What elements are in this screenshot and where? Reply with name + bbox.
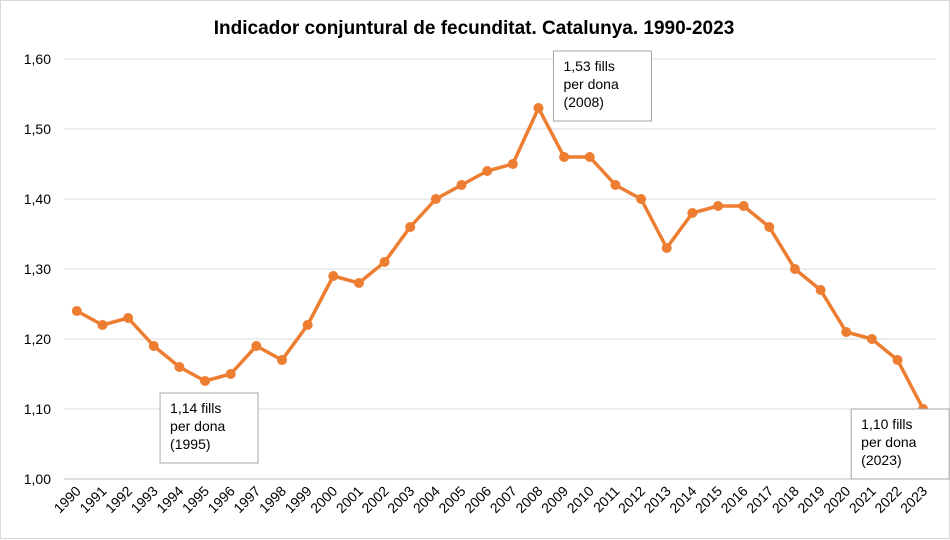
- x-tick-label: 2003: [384, 483, 417, 516]
- annotation-text: (2023): [861, 452, 901, 468]
- y-tick-label: 1,50: [24, 121, 51, 137]
- x-tick-label: 2004: [410, 483, 443, 516]
- data-point: [302, 320, 313, 330]
- data-point: [123, 313, 134, 323]
- annotation-box: [552, 50, 652, 122]
- data-point: [405, 222, 416, 232]
- annotation-box: [159, 392, 259, 464]
- x-tick-label: 1994: [153, 483, 186, 516]
- data-point: [610, 180, 621, 190]
- x-tick-label: 2010: [564, 483, 597, 516]
- y-tick-label: 1,20: [24, 331, 51, 347]
- x-tick-label: 2014: [666, 483, 699, 516]
- data-point: [584, 152, 595, 162]
- x-tick-label: 1997: [230, 483, 263, 516]
- data-point: [430, 194, 441, 204]
- chart-title: Indicador conjuntural de fecunditat. Cat…: [214, 18, 735, 39]
- data-point: [764, 222, 775, 232]
- y-tick-label: 1,60: [24, 51, 51, 67]
- data-point: [687, 208, 698, 218]
- x-tick-label: 1993: [128, 483, 161, 516]
- data-point: [225, 369, 236, 379]
- data-point: [738, 201, 749, 211]
- data-point: [328, 271, 339, 281]
- data-point: [482, 166, 493, 176]
- x-tick-label: 2000: [307, 483, 340, 516]
- annotation-text: 1,10 fills: [861, 416, 912, 432]
- annotation-box: [850, 408, 950, 480]
- x-tick-label: 2002: [358, 483, 391, 516]
- annotation-text: 1,53 fills: [563, 58, 614, 74]
- data-point: [148, 341, 159, 351]
- x-tick-label: 1999: [281, 483, 314, 516]
- y-tick-label: 1,10: [24, 401, 51, 417]
- data-point: [174, 362, 185, 372]
- x-tick-label: 2015: [692, 483, 725, 516]
- data-point: [200, 376, 211, 386]
- y-tick-label: 1,30: [24, 261, 51, 277]
- annotation-text: per dona: [170, 418, 225, 434]
- data-point: [379, 257, 390, 267]
- data-point: [636, 194, 647, 204]
- data-point: [71, 306, 82, 316]
- x-tick-label: 1990: [51, 483, 84, 516]
- x-tick-label: 2008: [512, 483, 545, 516]
- x-tick-label: 1996: [204, 483, 237, 516]
- x-tick-label: 2005: [435, 483, 468, 516]
- x-tick-label: 2023: [897, 483, 930, 516]
- x-tick-label: 2022: [871, 483, 904, 516]
- x-tick-label: 2012: [615, 483, 648, 516]
- x-tick-label: 2018: [769, 483, 802, 516]
- annotation-callout: 1,53 fills per dona (2008): [552, 50, 652, 122]
- data-point: [456, 180, 467, 190]
- x-tick-label: 1992: [102, 483, 135, 516]
- x-tick-label: 2009: [538, 483, 571, 516]
- data-point: [661, 243, 672, 253]
- x-tick-label: 1995: [179, 483, 212, 516]
- x-tick-label: 2020: [820, 483, 853, 516]
- data-point: [866, 334, 877, 344]
- data-point: [841, 327, 852, 337]
- data-point: [507, 159, 518, 169]
- annotation-callout: 1,10 fills per dona (2023): [850, 408, 950, 480]
- x-tick-label: 2001: [333, 483, 366, 516]
- data-point: [815, 285, 826, 295]
- x-tick-label: 2019: [794, 483, 827, 516]
- annotation-text: (2008): [563, 94, 603, 110]
- data-point: [789, 264, 800, 274]
- x-axis-ticks: 1990199119921993199419951996199719981999…: [51, 483, 931, 516]
- data-point: [559, 152, 570, 162]
- data-point: [277, 355, 287, 365]
- x-tick-label: 2016: [717, 483, 750, 516]
- x-tick-label: 1998: [256, 483, 289, 516]
- annotations: 1,14 fills per dona (1995) 1,53 fills per do…: [159, 50, 950, 480]
- annotation-text: per dona: [563, 76, 618, 92]
- x-tick-label: 1991: [76, 483, 109, 516]
- x-tick-label: 2021: [846, 483, 879, 516]
- annotation-text: (1995): [170, 436, 210, 452]
- data-point: [353, 278, 364, 288]
- y-tick-label: 1,00: [24, 471, 51, 487]
- data-point: [892, 355, 903, 365]
- x-tick-label: 2013: [640, 483, 673, 516]
- y-axis-ticks: 1,00 1,10 1,20 1,30 1,40 1,50 1,60: [24, 51, 51, 487]
- data-point: [97, 320, 108, 330]
- x-tick-label: 2006: [461, 483, 494, 516]
- x-tick-label: 2017: [743, 483, 776, 516]
- annotation-text: 1,14 fills: [170, 400, 221, 416]
- x-tick-label: 2007: [487, 483, 520, 516]
- y-tick-label: 1,40: [24, 191, 51, 207]
- data-points: [71, 103, 929, 414]
- series-line: [75, 106, 925, 410]
- data-point: [251, 341, 262, 351]
- annotation-text: per dona: [861, 434, 916, 450]
- x-tick-label: 2011: [590, 483, 623, 516]
- annotation-callout: 1,14 fills per dona (1995): [159, 392, 259, 464]
- data-point: [533, 103, 544, 113]
- data-point: [713, 201, 723, 211]
